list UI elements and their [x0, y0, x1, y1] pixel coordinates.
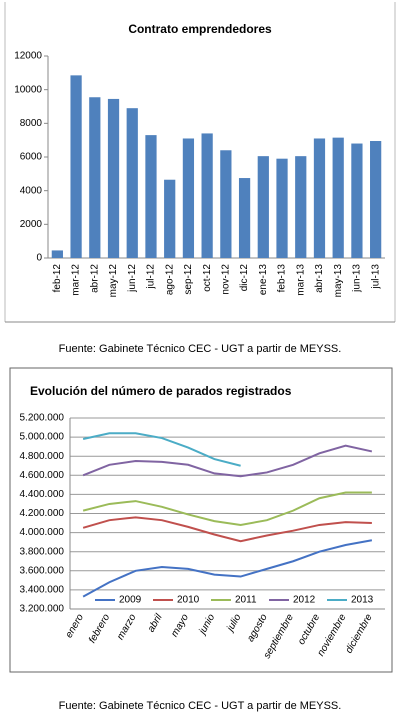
y-tick-label: 3.600.000: [20, 565, 65, 576]
source: Fuente: Gabinete Técnico CEC - UGT a par…: [59, 343, 342, 355]
series-line: [82, 539, 373, 598]
x-tick-label: ene-13: [258, 264, 269, 296]
x-tick-label: jun-13: [352, 264, 363, 293]
legend-label: 2012: [293, 595, 316, 606]
chart-title: Contrato emprendedores: [128, 22, 272, 36]
x-tick-label: feb-13: [277, 264, 288, 293]
bar: [182, 138, 195, 258]
x-tick-label: jul-13: [370, 264, 381, 290]
y-tick-label: 4.000.000: [20, 527, 65, 538]
x-tick-label: oct-12: [202, 264, 213, 292]
y-tick-label: 4.800.000: [20, 451, 65, 462]
series-line: [82, 432, 241, 467]
x-tick-label: jun-12: [127, 264, 138, 293]
x-tick-label: may-13: [333, 264, 344, 298]
x-tick-label: junio: [196, 612, 217, 638]
x-tick-label: marzo: [115, 612, 139, 642]
bar: [257, 156, 269, 258]
x-tick-label: abr-13: [314, 264, 325, 293]
x-tick-label: diciembre: [344, 612, 375, 655]
x-tick-label: mar-12: [71, 264, 82, 296]
y-tick-label: 4000: [20, 185, 43, 196]
bar: [313, 138, 326, 258]
x-tick-label: dic-12: [239, 264, 250, 292]
bar: [220, 150, 232, 258]
bar: [89, 97, 101, 258]
bar: [70, 75, 82, 258]
x-tick-label: nov-12: [221, 264, 232, 295]
bar: [145, 135, 157, 258]
bar: [332, 137, 344, 258]
x-tick-label: ago-12: [164, 264, 175, 296]
y-tick-label: 10000: [14, 84, 42, 95]
source: Fuente: Gabinete Técnico CEC - UGT a par…: [59, 700, 342, 712]
x-tick-label: agosto: [245, 612, 270, 644]
y-tick-label: 2000: [20, 219, 43, 230]
y-tick-label: 5.000.000: [20, 432, 65, 443]
x-tick-label: jul-12: [146, 264, 157, 290]
x-tick-label: mayo: [169, 612, 191, 639]
x-tick-label: may-12: [108, 264, 119, 298]
bar: [276, 158, 288, 258]
bar: [201, 133, 213, 258]
y-tick-label: 12000: [14, 51, 42, 62]
series-line: [82, 444, 373, 478]
legend-label: 2011: [235, 595, 257, 606]
legend-label: 2010: [177, 595, 200, 606]
x-tick-label: julio: [224, 612, 244, 635]
y-tick-label: 4.400.000: [20, 489, 65, 500]
chart-title: Evolución del número de parados registra…: [30, 384, 292, 398]
x-tick-label: mar-13: [295, 264, 306, 296]
legend-label: 2009: [119, 595, 142, 606]
bar: [126, 108, 138, 258]
series-line: [82, 516, 372, 543]
y-tick-label: 0: [36, 253, 42, 264]
bar: [370, 141, 382, 258]
x-tick-label: feb-12: [52, 264, 63, 293]
bar: [351, 143, 363, 258]
y-tick-label: 6000: [20, 152, 43, 163]
bar: [51, 250, 63, 258]
x-tick-label: febrero: [87, 612, 113, 645]
x-tick-label: sep-12: [183, 264, 194, 295]
y-tick-label: 8000: [20, 118, 43, 129]
x-tick-label: abr-12: [89, 264, 100, 293]
y-tick-label: 3.200.000: [20, 604, 65, 615]
bar: [238, 178, 251, 258]
frame: [9, 367, 393, 673]
series-line: [82, 491, 372, 526]
y-tick-label: 3.800.000: [20, 546, 65, 557]
legend-label: 2013: [351, 595, 374, 606]
bar: [107, 98, 120, 258]
y-tick-label: 4.200.000: [20, 508, 65, 519]
x-tick-label: enero: [64, 612, 87, 640]
x-tick-label: abril: [146, 612, 165, 635]
y-tick-label: 3.400.000: [20, 585, 65, 596]
x-tick-label: octubre: [296, 612, 322, 647]
y-tick-label: 5.200.000: [20, 413, 65, 424]
y-tick-label: 4.600.000: [20, 470, 65, 481]
bar: [164, 179, 176, 258]
bar: [295, 156, 307, 258]
